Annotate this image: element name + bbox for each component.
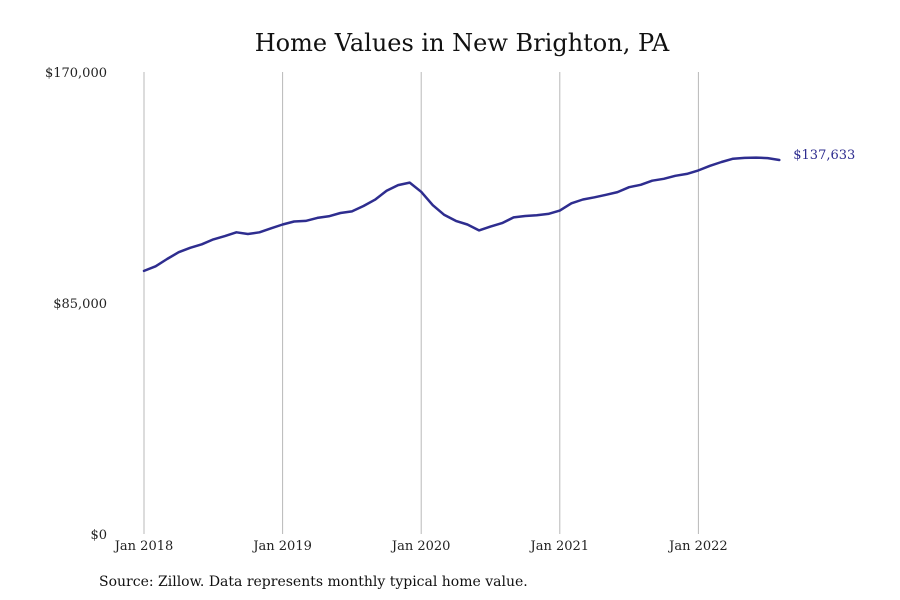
x-tick-label: Jan 2021 (529, 539, 590, 554)
x-tick-label: Jan 2018 (113, 539, 174, 554)
y-tick-label: $85,000 (53, 297, 107, 312)
series-end-label: $137,633 (793, 148, 855, 163)
series-group: $137,633 (142, 148, 855, 273)
x-tick-label: Jan 2020 (390, 539, 451, 554)
y-tick-label: $170,000 (45, 66, 107, 81)
y-tick-label: $0 (90, 528, 107, 543)
y-axis-tick-labels: $0 $85,000 $170,000 (45, 66, 107, 543)
x-tick-label: Jan 2022 (667, 539, 728, 554)
x-tick-label: Jan 2019 (251, 539, 312, 554)
x-gridlines (143, 72, 699, 534)
chart-title: Home Values in New Brighton, PA (255, 29, 670, 57)
source-note: Source: Zillow. Data represents monthly … (99, 574, 528, 590)
x-axis-tick-labels: Jan 2018 Jan 2019 Jan 2020 Jan 2021 Jan 2022 (113, 539, 728, 554)
series-line (142, 156, 781, 273)
